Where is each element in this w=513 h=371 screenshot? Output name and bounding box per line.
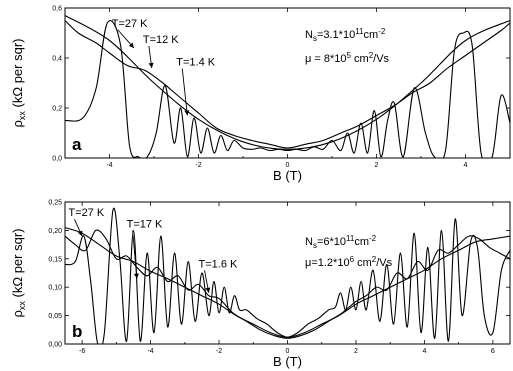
y-axis-label: ρxx (kΩ per sqr): [10, 229, 27, 318]
x-tick-label: -6: [79, 348, 85, 355]
y-axis-label-symbol: ρ: [10, 120, 25, 127]
density-value: =6*10: [317, 236, 346, 248]
plot-area: [65, 207, 510, 344]
x-tick-label: 2: [375, 162, 379, 169]
temperature-label-t-17-k: T=17 K: [127, 219, 163, 231]
temperature-arrowhead-t-27-k: [128, 42, 134, 48]
mobility-annotation: μ=1.2*106 cm2/Vs: [305, 255, 393, 269]
density-unit-exponent: -2: [369, 234, 377, 243]
y-axis-label-symbol: ρ: [10, 310, 25, 317]
temperature-label-t-1-6-k: T=1.6 K: [199, 258, 238, 270]
y-axis-label-units: (kΩ per sqr): [10, 229, 25, 302]
density-annotation: Ns=3.1*1011cm-2: [305, 27, 386, 43]
x-tick-label: 0: [286, 348, 290, 355]
temperature-label-t-1-4-k: T=1.4 K: [176, 57, 215, 69]
temperature-label-t-27-k: T=27 K: [112, 18, 148, 30]
temperature-arrowhead-t-17-k: [133, 273, 139, 279]
mobility-unit: cm: [351, 53, 369, 65]
series-line-t-27-k: [65, 15, 510, 150]
temperature-label-t-12-k: T=12 K: [143, 34, 179, 46]
density-subscript: s: [313, 241, 317, 250]
x-tick-label: 0: [286, 162, 290, 169]
x-tick-label: 4: [464, 162, 468, 169]
panel-label: a: [72, 135, 82, 154]
temperature-arrow-t-17-k: [132, 230, 138, 279]
x-axis-label: B (T): [273, 168, 302, 183]
temperature-label-t-27-k: T=27 K: [68, 207, 104, 219]
y-tick-label: 0,25: [48, 200, 62, 207]
temperature-arrowhead-t-1-4-k: [184, 110, 190, 116]
x-tick-label: 6: [491, 348, 495, 355]
y-axis-label-units: (kΩ per sqr): [10, 39, 25, 112]
plot-area: [65, 15, 510, 158]
temperature-arrowhead-t-27-k: [77, 230, 83, 237]
mobility-unit-rest: /Vs: [376, 257, 392, 269]
chart-panel-a: -4 -2 0 2 4 0,0 0,2 0,4 0,6 B (T) ρxx (kΩ per sqr)…: [10, 6, 511, 183]
mobility-unit-rest: /Vs: [373, 53, 389, 65]
y-axis-label-subscript: xx: [17, 301, 27, 311]
panel-label: b: [72, 322, 82, 341]
mobility-exponent: 6: [350, 255, 355, 264]
x-tick-label: 4: [422, 348, 426, 355]
density-symbol: N: [305, 29, 313, 41]
y-tick-label: 0,6: [52, 6, 62, 13]
density-value: =3.1*10: [317, 29, 355, 41]
x-tick-label: -2: [216, 348, 222, 355]
y-axis-label: ρxx (kΩ per sqr): [10, 39, 27, 128]
temperature-arrow-t-1-4-k: [181, 68, 188, 116]
mobility-exponent: 5: [347, 51, 352, 60]
density-annotation: Ns=6*1011cm-2: [305, 234, 377, 250]
y-axis-label-subscript: xx: [17, 111, 27, 121]
series-line-t-12-k: [65, 20, 510, 149]
x-tick-label: 2: [354, 348, 358, 355]
x-tick-label: -4: [106, 162, 112, 169]
mobility-unit: cm: [354, 257, 372, 269]
y-tick-label: 0,0: [52, 156, 62, 163]
y-tick-label: 0,10: [48, 285, 62, 292]
mobility-unit-exponent: 2: [369, 51, 374, 60]
x-tick-label: -4: [147, 348, 153, 355]
mobility-value: μ = 8*10: [305, 53, 347, 65]
density-unit: cm: [364, 29, 379, 41]
mobility-unit-exponent: 2: [372, 255, 377, 264]
density-exponent: 11: [355, 27, 364, 36]
density-unit: cm: [354, 236, 369, 248]
mobility-annotation: μ = 8*105 cm2/Vs: [305, 51, 390, 65]
density-unit-exponent: -2: [378, 27, 386, 36]
y-tick-label: 0,20: [48, 228, 62, 235]
mobility-value: μ=1.2*10: [305, 257, 350, 269]
series-line-t-1-4-k: [65, 20, 510, 158]
chart-panel-b: -6 -4 -2 0 2 4 6 0,00 0,05 0,10 0,15 0,20 0,25 B (T) ρ…: [10, 200, 511, 369]
y-tick-label: 0,2: [52, 106, 62, 113]
density-exponent: 11: [346, 234, 355, 243]
temperature-arrowhead-t-1-6-k: [205, 287, 211, 293]
y-tick-label: 0,15: [48, 256, 62, 263]
temperature-arrowhead-t-12-k: [148, 62, 154, 68]
x-tick-label: -2: [195, 162, 201, 169]
series-line-t-17-k: [65, 229, 510, 339]
x-axis-label: B (T): [273, 354, 302, 369]
y-tick-label: 0,4: [52, 56, 62, 63]
y-tick-label: 0,00: [48, 342, 62, 349]
y-tick-label: 0,05: [48, 313, 62, 320]
plot-frame: [64, 7, 511, 159]
density-symbol: N: [305, 236, 313, 248]
series-line-t-1-6-k: [65, 207, 510, 344]
density-subscript: s: [313, 34, 317, 43]
